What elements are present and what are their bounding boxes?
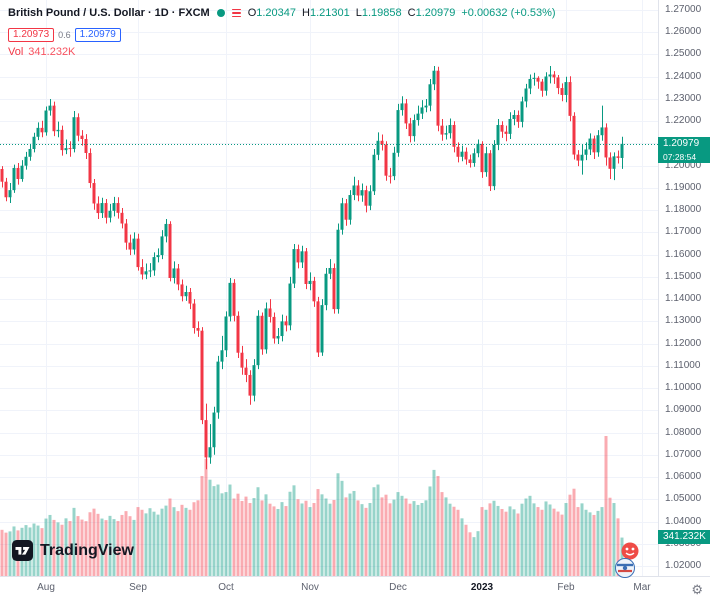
price-scale-label: 1.08000	[665, 426, 702, 438]
quick-menu-icon[interactable]	[231, 8, 241, 18]
ohlc-values: O1.20347 H1.21301 L1.19858 C1.20979 +0.0…	[248, 7, 556, 19]
emoji-sticker-blue-icon[interactable]	[615, 558, 635, 583]
price-scale-label: 1.25000	[665, 48, 702, 60]
emoji-sticker-red-icon[interactable]	[621, 542, 639, 565]
price-scale-label: 1.05000	[665, 493, 702, 505]
volume-legend-row: Vol 341.232K	[8, 46, 556, 58]
time-scale[interactable]: Aug Sep Oct Nov Dec 2023 Feb Mar	[0, 576, 710, 600]
bar-countdown-badge: 07:28:54	[658, 150, 710, 163]
price-scale-label: 1.17000	[665, 226, 702, 238]
price-scale-label: 1.16000	[665, 248, 702, 260]
price-scale-label: 1.19000	[665, 181, 702, 193]
price-scale-label: 1.15000	[665, 270, 702, 282]
high-value: 1.21301	[309, 7, 350, 19]
open-value: 1.20347	[256, 7, 297, 19]
settings-gear-icon[interactable]: ⚙	[691, 582, 703, 597]
price-scale-label: 1.02000	[665, 559, 702, 571]
price-scale-label: 1.11000	[665, 359, 701, 371]
tradingview-logo[interactable]: TradingView	[12, 540, 134, 561]
low-label: L	[355, 7, 362, 19]
last-price-badge: 1.20979	[658, 136, 710, 151]
price-scale-label: 1.12000	[665, 337, 702, 349]
price-scale-label: 1.14000	[665, 293, 702, 305]
time-scale-label: Sep	[129, 582, 147, 593]
tradingview-logo-text: TradingView	[40, 541, 134, 559]
time-scale-label: Feb	[557, 582, 575, 593]
price-scale-label: 1.26000	[665, 26, 702, 38]
symbol-title[interactable]: British Pound / U.S. Dollar · 1D · FXCM	[8, 7, 210, 19]
volume-axis-badge: 341.232K	[658, 529, 710, 544]
change-value: +0.00632 (+0.53%)	[461, 7, 556, 19]
price-scale-label: 1.23000	[665, 92, 702, 104]
price-scale-label: 1.04000	[665, 515, 702, 527]
market-status-icon[interactable]	[216, 9, 225, 17]
time-scale-label: Dec	[389, 582, 407, 593]
price-scale-label: 1.10000	[665, 382, 702, 394]
time-scale-label: Nov	[301, 582, 319, 593]
price-chart-canvas[interactable]	[0, 0, 658, 576]
close-label: C	[407, 7, 416, 19]
price-scale-label: 1.24000	[665, 70, 702, 82]
price-scale-label: 1.27000	[665, 4, 702, 15]
time-scale-label: 2023	[470, 582, 494, 593]
time-scale-label: Aug	[37, 582, 55, 593]
bid-ask-row: 1.20973 0.6 1.20979	[8, 27, 556, 42]
spread-value: 0.6	[58, 29, 71, 40]
price-scale-label: 1.18000	[665, 204, 702, 216]
price-scale-label: 1.09000	[665, 404, 702, 416]
close-value: 1.20979	[415, 7, 456, 19]
price-scale-label: 1.13000	[665, 315, 702, 327]
sell-bid-button[interactable]: 1.20973	[8, 27, 55, 42]
volume-value: 341.232K	[28, 46, 76, 58]
price-scale-label: 1.06000	[665, 471, 702, 483]
tradingview-logo-icon	[12, 540, 33, 561]
legend: British Pound / U.S. Dollar · 1D · FXCM …	[8, 5, 556, 58]
price-scale-label: 1.20000	[665, 159, 702, 171]
time-scale-label: Mar	[633, 582, 651, 593]
legend-title-row: British Pound / U.S. Dollar · 1D · FXCM …	[8, 5, 556, 21]
low-value: 1.19858	[361, 7, 402, 19]
volume-label[interactable]: Vol	[8, 46, 24, 58]
buy-ask-button[interactable]: 1.20979	[74, 27, 121, 42]
price-scale-label: 1.07000	[665, 448, 702, 460]
high-label: H	[302, 7, 310, 19]
price-scale[interactable]: 1.27000 1.26000 1.25000 1.24000 1.23000 1.220…	[658, 0, 710, 576]
open-label: O	[247, 7, 257, 19]
time-scale-label: Oct	[218, 582, 234, 593]
price-scale-label: 1.22000	[665, 115, 702, 127]
